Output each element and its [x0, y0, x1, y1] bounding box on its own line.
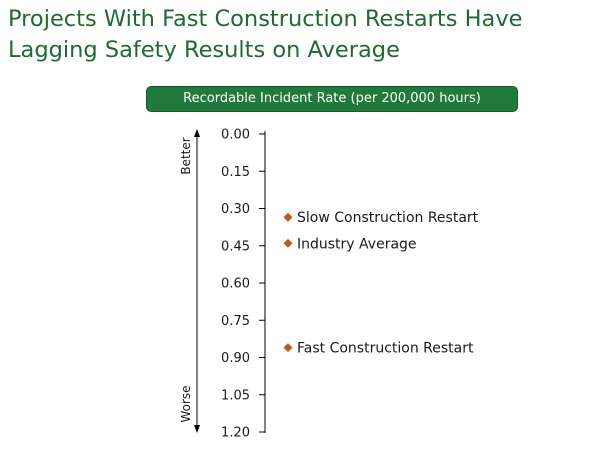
chart-title-banner: Recordable Incident Rate (per 200,000 ho…	[146, 86, 518, 112]
better-label: Better	[179, 137, 193, 174]
y-tick-label: 0.00	[221, 128, 250, 143]
y-tick-label: 0.60	[221, 277, 250, 292]
data-point-marker	[283, 238, 293, 248]
direction-arrow	[194, 129, 200, 433]
y-tick-label: 0.15	[221, 165, 250, 180]
data-point-marker	[283, 212, 293, 222]
slide-title: Projects With Fast Construction Restarts…	[8, 6, 523, 63]
y-tick-label: 0.45	[221, 239, 250, 254]
y-tick-label: 0.30	[221, 202, 250, 217]
y-axis-ticks: 0.00 0.15 0.30 0.45 0.60 0.75 0.90 1.05 1.20	[221, 128, 265, 441]
data-point-label: Fast Construction Restart	[297, 341, 474, 357]
data-point-label: Industry Average	[297, 236, 417, 252]
data-point-marker	[283, 343, 293, 353]
arrow-head-up	[194, 129, 200, 137]
data-points: Slow Construction Restart Industry Averag…	[283, 210, 479, 357]
arrow-head-down	[194, 425, 200, 433]
y-tick-label: 0.90	[221, 351, 250, 366]
data-point-label: Slow Construction Restart	[297, 210, 479, 226]
worse-label: Worse	[179, 385, 193, 422]
y-tick-label: 1.20	[221, 426, 250, 441]
y-tick-label: 1.05	[221, 388, 250, 403]
y-tick-label: 0.75	[221, 314, 250, 329]
